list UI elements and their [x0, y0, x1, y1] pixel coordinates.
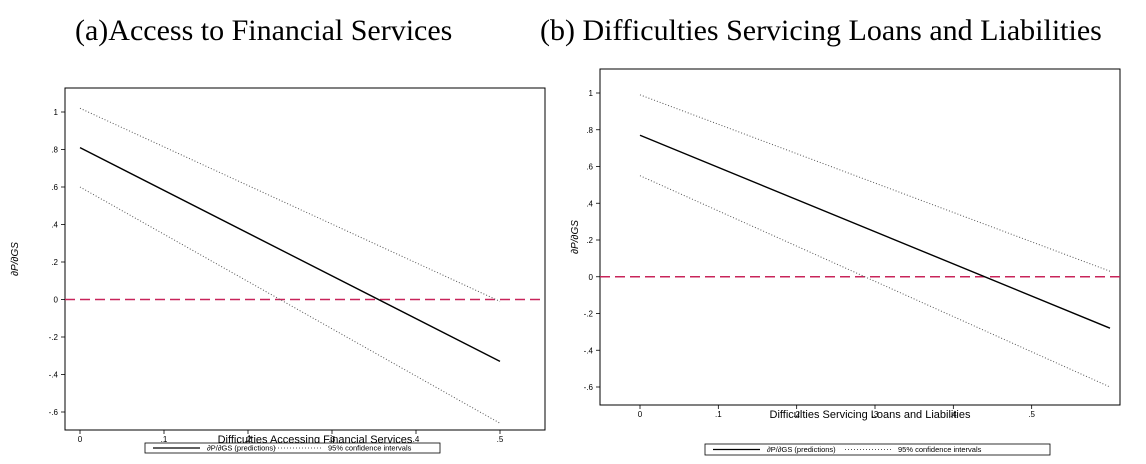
panel-a-xtick-label: .3	[329, 435, 336, 444]
panel-b-ytick-label: .4	[586, 199, 593, 208]
panel-b-xtick-label: .3	[872, 410, 879, 419]
panel-a-xtick-label: .4	[413, 435, 420, 444]
panel-a-ytick-label: 1	[54, 108, 59, 117]
panel-a-prediction-line	[79, 147, 501, 362]
panel-a-xtick-label: .1	[161, 435, 168, 444]
panel-b-ci-lower-line	[639, 175, 1111, 388]
panel-a-xtick-label: 0	[78, 435, 83, 444]
panel-b-ytick-label: .8	[586, 126, 593, 135]
panel-a-ytick-label: -.6	[49, 408, 59, 417]
panel-b-xtick-label: .5	[1028, 410, 1035, 419]
panel-b-ci-upper-line	[639, 94, 1111, 272]
panel-a-ytick-label: .8	[51, 146, 58, 155]
panel-a-xtick-label: .5	[497, 435, 504, 444]
panel-a-ytick-label: -.2	[49, 333, 59, 342]
panel-b-legend-label-ci: 95% confidence intervals	[898, 445, 982, 454]
panel-a-xtick-label: .2	[245, 435, 252, 444]
panel-b-ytick-label: .2	[586, 236, 593, 245]
panel-a-caption: (a)Access to Financial Services	[75, 14, 453, 47]
panel-a-plot-frame	[64, 87, 546, 431]
panel-b-legend-box	[704, 443, 1051, 456]
panel-a-legend-box	[144, 442, 441, 454]
panel-a-ytick-label: .4	[51, 221, 58, 230]
panel-a-ci-upper-line	[79, 107, 501, 302]
panel-b-xtick-label: .4	[950, 410, 957, 419]
panel-b-ytick-label: 0	[589, 273, 594, 282]
panel-b-ytick-label: -.4	[584, 346, 594, 355]
panel-b-xtick-label: 0	[638, 410, 643, 419]
panel-a-legend-label-ci: 95% confidence intervals	[328, 444, 412, 453]
panel-a-ytick-label: 0	[54, 296, 59, 305]
panel-b-ytick-label: 1	[589, 89, 594, 98]
panel-b-plot-frame	[599, 68, 1121, 406]
panel-b-caption: (b) Difficulties Servicing Loans and Lia…	[540, 14, 1102, 47]
panel-b-xtick-label: .2	[793, 410, 800, 419]
panel-b-prediction-line	[639, 134, 1111, 329]
panel-b-xtick-label: .1	[715, 410, 722, 419]
panel-b-y-axis-title: ∂P/∂GS	[570, 220, 581, 254]
panel-a-ytick-label: .2	[51, 258, 58, 267]
panel-b-ytick-label: -.6	[584, 383, 594, 392]
panel-b-ytick-label: .6	[586, 163, 593, 172]
panel-b-ytick-label: -.2	[584, 310, 594, 319]
panel-b-x-axis-title: Difficulties Servicing Loans and Liabili…	[770, 409, 971, 421]
panel-a-ci-lower-line	[79, 186, 501, 424]
panel-b-legend-label-predictions: ∂P/∂GS (predictions)	[767, 445, 836, 454]
panel-a-legend-label-predictions: ∂P/∂GS (predictions)	[207, 444, 276, 453]
panel-a-ytick-label: -.4	[49, 371, 59, 380]
panel-a-ytick-label: .6	[51, 183, 58, 192]
panel-a-y-axis-title: ∂P/∂GS	[10, 242, 21, 276]
